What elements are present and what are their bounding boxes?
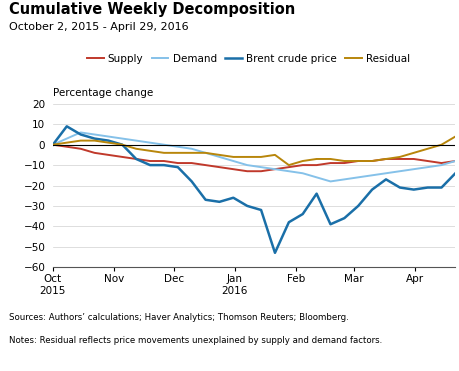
Text: Sources: Authors’ calculations; Haver Analytics; Thomson Reuters; Bloomberg.: Sources: Authors’ calculations; Haver An…: [9, 313, 348, 322]
Text: Cumulative Weekly Decomposition: Cumulative Weekly Decomposition: [9, 2, 295, 17]
Text: Percentage change: Percentage change: [53, 88, 153, 98]
Text: Notes: Residual reflects price movements unexplained by supply and demand factor: Notes: Residual reflects price movements…: [9, 336, 381, 345]
Text: October 2, 2015 - April 29, 2016: October 2, 2015 - April 29, 2016: [9, 22, 188, 32]
Legend: Supply, Demand, Brent crude price, Residual: Supply, Demand, Brent crude price, Resid…: [83, 50, 413, 68]
